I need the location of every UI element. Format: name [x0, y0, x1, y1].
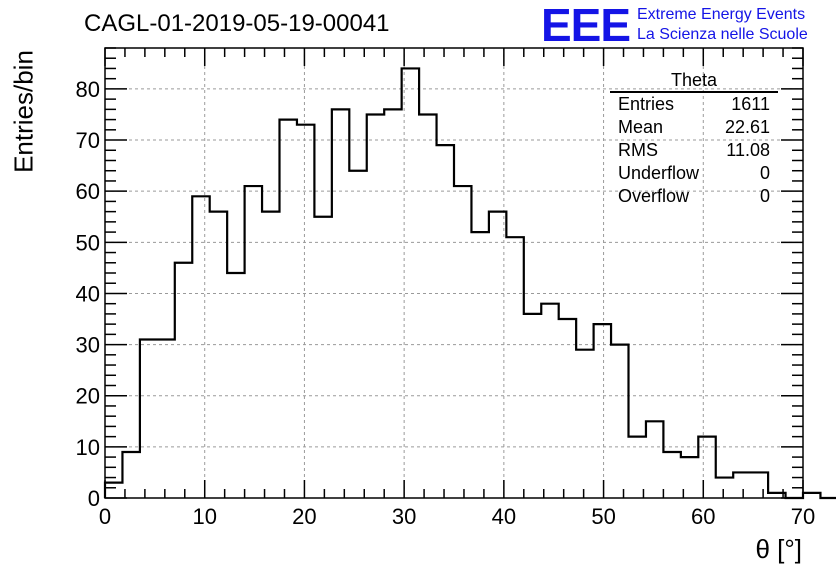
stats-label: RMS [618, 140, 658, 160]
x-tick-label: 20 [292, 504, 316, 529]
stats-label: Entries [618, 94, 675, 114]
stats-value: 1611 [731, 94, 770, 114]
stats-row: Mean 22.61 [610, 116, 778, 139]
y-tick-label: 80 [76, 77, 100, 102]
stats-title: Theta [610, 70, 778, 93]
stats-value: 22.61 [724, 117, 770, 137]
logo-line-2: La Scienza nelle Scuole [637, 26, 808, 43]
x-tick-label: 50 [591, 504, 615, 529]
stats-value: 0 [759, 186, 770, 206]
stats-label: Overflow [618, 186, 690, 206]
x-tick-label: 60 [691, 504, 715, 529]
x-tick-label: 40 [492, 504, 516, 529]
chart-title: CAGL-01-2019-05-19-00041 [84, 10, 390, 37]
axis-tick-labels: 0 10 20 30 40 50 60 70 0 10 20 30 40 50 60 70 80 [76, 77, 816, 529]
stats-row: Underflow 0 [610, 162, 778, 185]
stats-row: RMS 11.08 [610, 139, 778, 162]
y-axis-label: Entries/bin [8, 50, 39, 173]
stats-label: Mean [618, 117, 664, 137]
y-tick-label: 0 [88, 486, 100, 511]
y-tick-label: 50 [76, 230, 100, 255]
axis-ticks [104, 47, 804, 499]
y-tick-label: 70 [76, 128, 100, 153]
x-tick-label: 0 [99, 504, 111, 529]
stats-row: Overflow 0 [610, 185, 778, 208]
grid-lines [105, 48, 803, 498]
x-tick-label: 10 [192, 504, 216, 529]
stats-label: Underflow [618, 163, 700, 183]
y-tick-label: 30 [76, 333, 100, 358]
stats-box: Theta Entries 1611 Mean 22.61 RMS 11.08 Und… [610, 70, 778, 208]
y-tick-label: 40 [76, 281, 100, 306]
x-tick-label: 30 [392, 504, 416, 529]
stats-value: 0 [759, 163, 770, 183]
y-tick-label: 10 [76, 435, 100, 460]
stats-value: 11.08 [726, 140, 770, 160]
logo-line-1: Extreme Energy Events [637, 6, 806, 23]
histogram-step-line [103, 67, 836, 500]
y-tick-label: 20 [76, 384, 100, 409]
eee-logo: EEE [541, 0, 631, 51]
y-tick-label: 60 [76, 179, 100, 204]
x-tick-label: 70 [791, 504, 815, 529]
stats-row: Entries 1611 [610, 93, 778, 116]
x-axis-label: θ [°] [755, 534, 802, 564]
